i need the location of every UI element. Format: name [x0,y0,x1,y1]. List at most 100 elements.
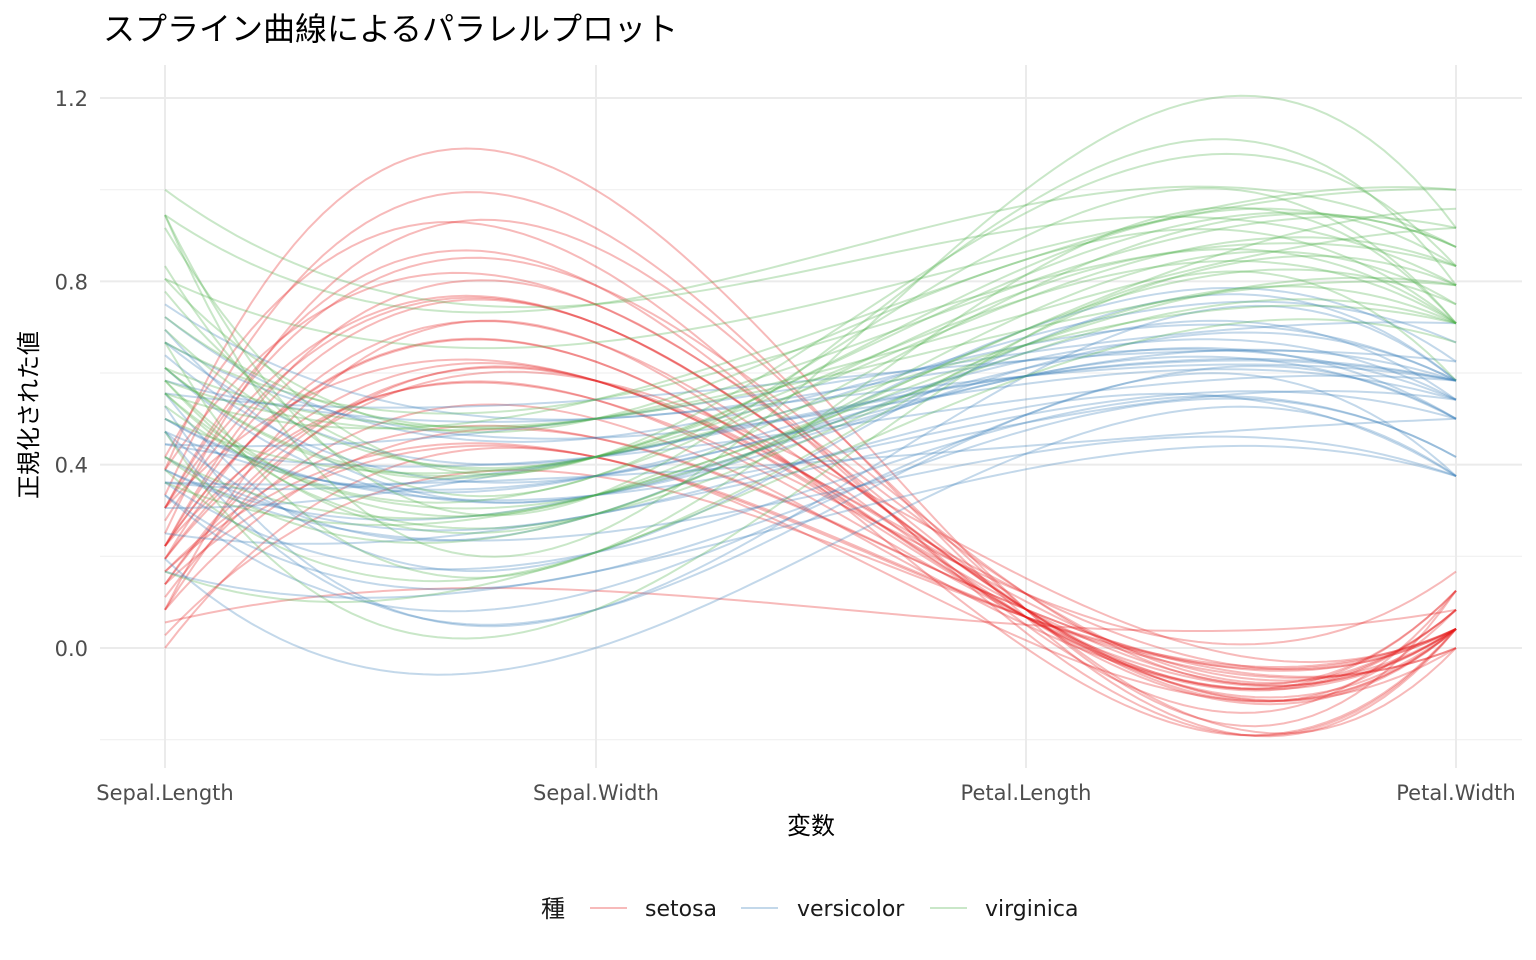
line-virginica [164,188,1457,350]
line-versicolor [164,293,1457,573]
line-setosa [164,424,1457,678]
line-virginica [164,185,1457,314]
x-tick-labels: Sepal.Length Sepal.Width Petal.Length Petal… [96,781,1515,805]
line-virginica [164,318,1457,604]
line-setosa [164,358,1457,671]
line-setosa [164,220,1457,737]
line-virginica [164,260,1457,478]
line-setosa [164,365,1457,690]
line-virginica [164,186,1457,430]
line-versicolor [164,372,1457,626]
y-tick-label: 1.2 [55,87,88,111]
line-virginica [164,211,1457,480]
line-versicolor [164,395,1457,571]
line-setosa [164,298,1457,690]
line-virginica [164,250,1457,535]
line-virginica [164,285,1457,530]
line-virginica [164,187,1457,498]
line-virginica [164,207,1457,472]
line-setosa [164,337,1457,692]
line-setosa [164,587,1457,632]
line-virginica [164,228,1457,434]
line-setosa [164,427,1457,672]
line-versicolor [164,321,1457,448]
line-virginica [164,276,1457,526]
line-setosa [164,191,1457,738]
line-setosa [164,271,1457,685]
line-setosa [164,249,1457,714]
line-virginica [164,188,1457,309]
line-virginica [164,94,1457,558]
legend-label-setosa: setosa [645,897,717,922]
line-versicolor [164,304,1457,628]
line-virginica [164,206,1457,579]
grid [100,65,1522,768]
line-setosa [164,366,1457,682]
line-versicolor [164,346,1457,484]
y-axis-title: 正規化された値 [15,331,43,499]
line-setosa [164,444,1457,679]
line-versicolor [164,397,1457,591]
line-setosa [164,469,1457,668]
y-tick-label: 0.4 [55,454,88,478]
line-versicolor [164,349,1457,409]
line-versicolor [164,355,1457,522]
line-virginica [164,226,1457,431]
legend-label-virginica: virginica [985,897,1079,922]
line-versicolor [164,338,1457,494]
y-tick-label: 0.8 [55,270,88,294]
x-tick-label: Sepal.Width [533,781,659,805]
line-versicolor [164,348,1457,491]
x-tick-label: Petal.Length [961,781,1092,805]
line-versicolor [164,319,1457,504]
legend-title: 種 [541,895,565,923]
line-versicolor [164,363,1457,423]
line-versicolor [164,364,1457,613]
line-versicolor [165,359,1457,509]
spline-lines [164,94,1457,738]
line-versicolor [164,331,1457,504]
line-setosa [164,442,1457,671]
line-setosa [164,147,1457,728]
line-versicolor [164,392,1457,532]
line-versicolor [164,390,1457,502]
line-virginica [164,280,1457,428]
line-virginica [164,236,1457,470]
line-setosa [164,319,1457,737]
line-versicolor [164,300,1457,466]
y-tick-label: 0.0 [55,637,88,661]
line-virginica [164,215,1457,430]
line-setosa [164,361,1457,687]
line-setosa [164,381,1457,646]
line-versicolor [164,435,1457,542]
legend: 種 setosa versicolor virginica [541,895,1079,923]
line-versicolor [164,374,1457,468]
line-setosa [164,218,1457,735]
line-virginica [164,254,1457,583]
line-setosa [164,294,1457,702]
line-setosa [164,279,1457,703]
line-setosa [164,446,1457,703]
line-virginica [164,270,1457,640]
line-setosa [164,256,1457,686]
line-versicolor [164,357,1457,491]
line-virginica [164,304,1457,475]
legend-label-versicolor: versicolor [797,897,905,922]
x-tick-label: Petal.Width [1396,781,1515,805]
line-versicolor [164,405,1457,676]
line-virginica [164,248,1457,504]
line-versicolor [164,341,1457,440]
line-versicolor [164,417,1457,486]
line-versicolor [164,444,1457,599]
line-setosa [164,338,1457,699]
line-virginica [164,213,1457,518]
x-tick-label: Sepal.Length [96,781,233,805]
line-versicolor [164,389,1457,545]
line-virginica [164,298,1457,510]
line-versicolor [164,286,1457,542]
line-setosa [164,370,1457,664]
line-versicolor [164,316,1457,443]
line-setosa [164,320,1457,706]
chart-title: スプライン曲線によるパラレルプロット [103,10,678,48]
